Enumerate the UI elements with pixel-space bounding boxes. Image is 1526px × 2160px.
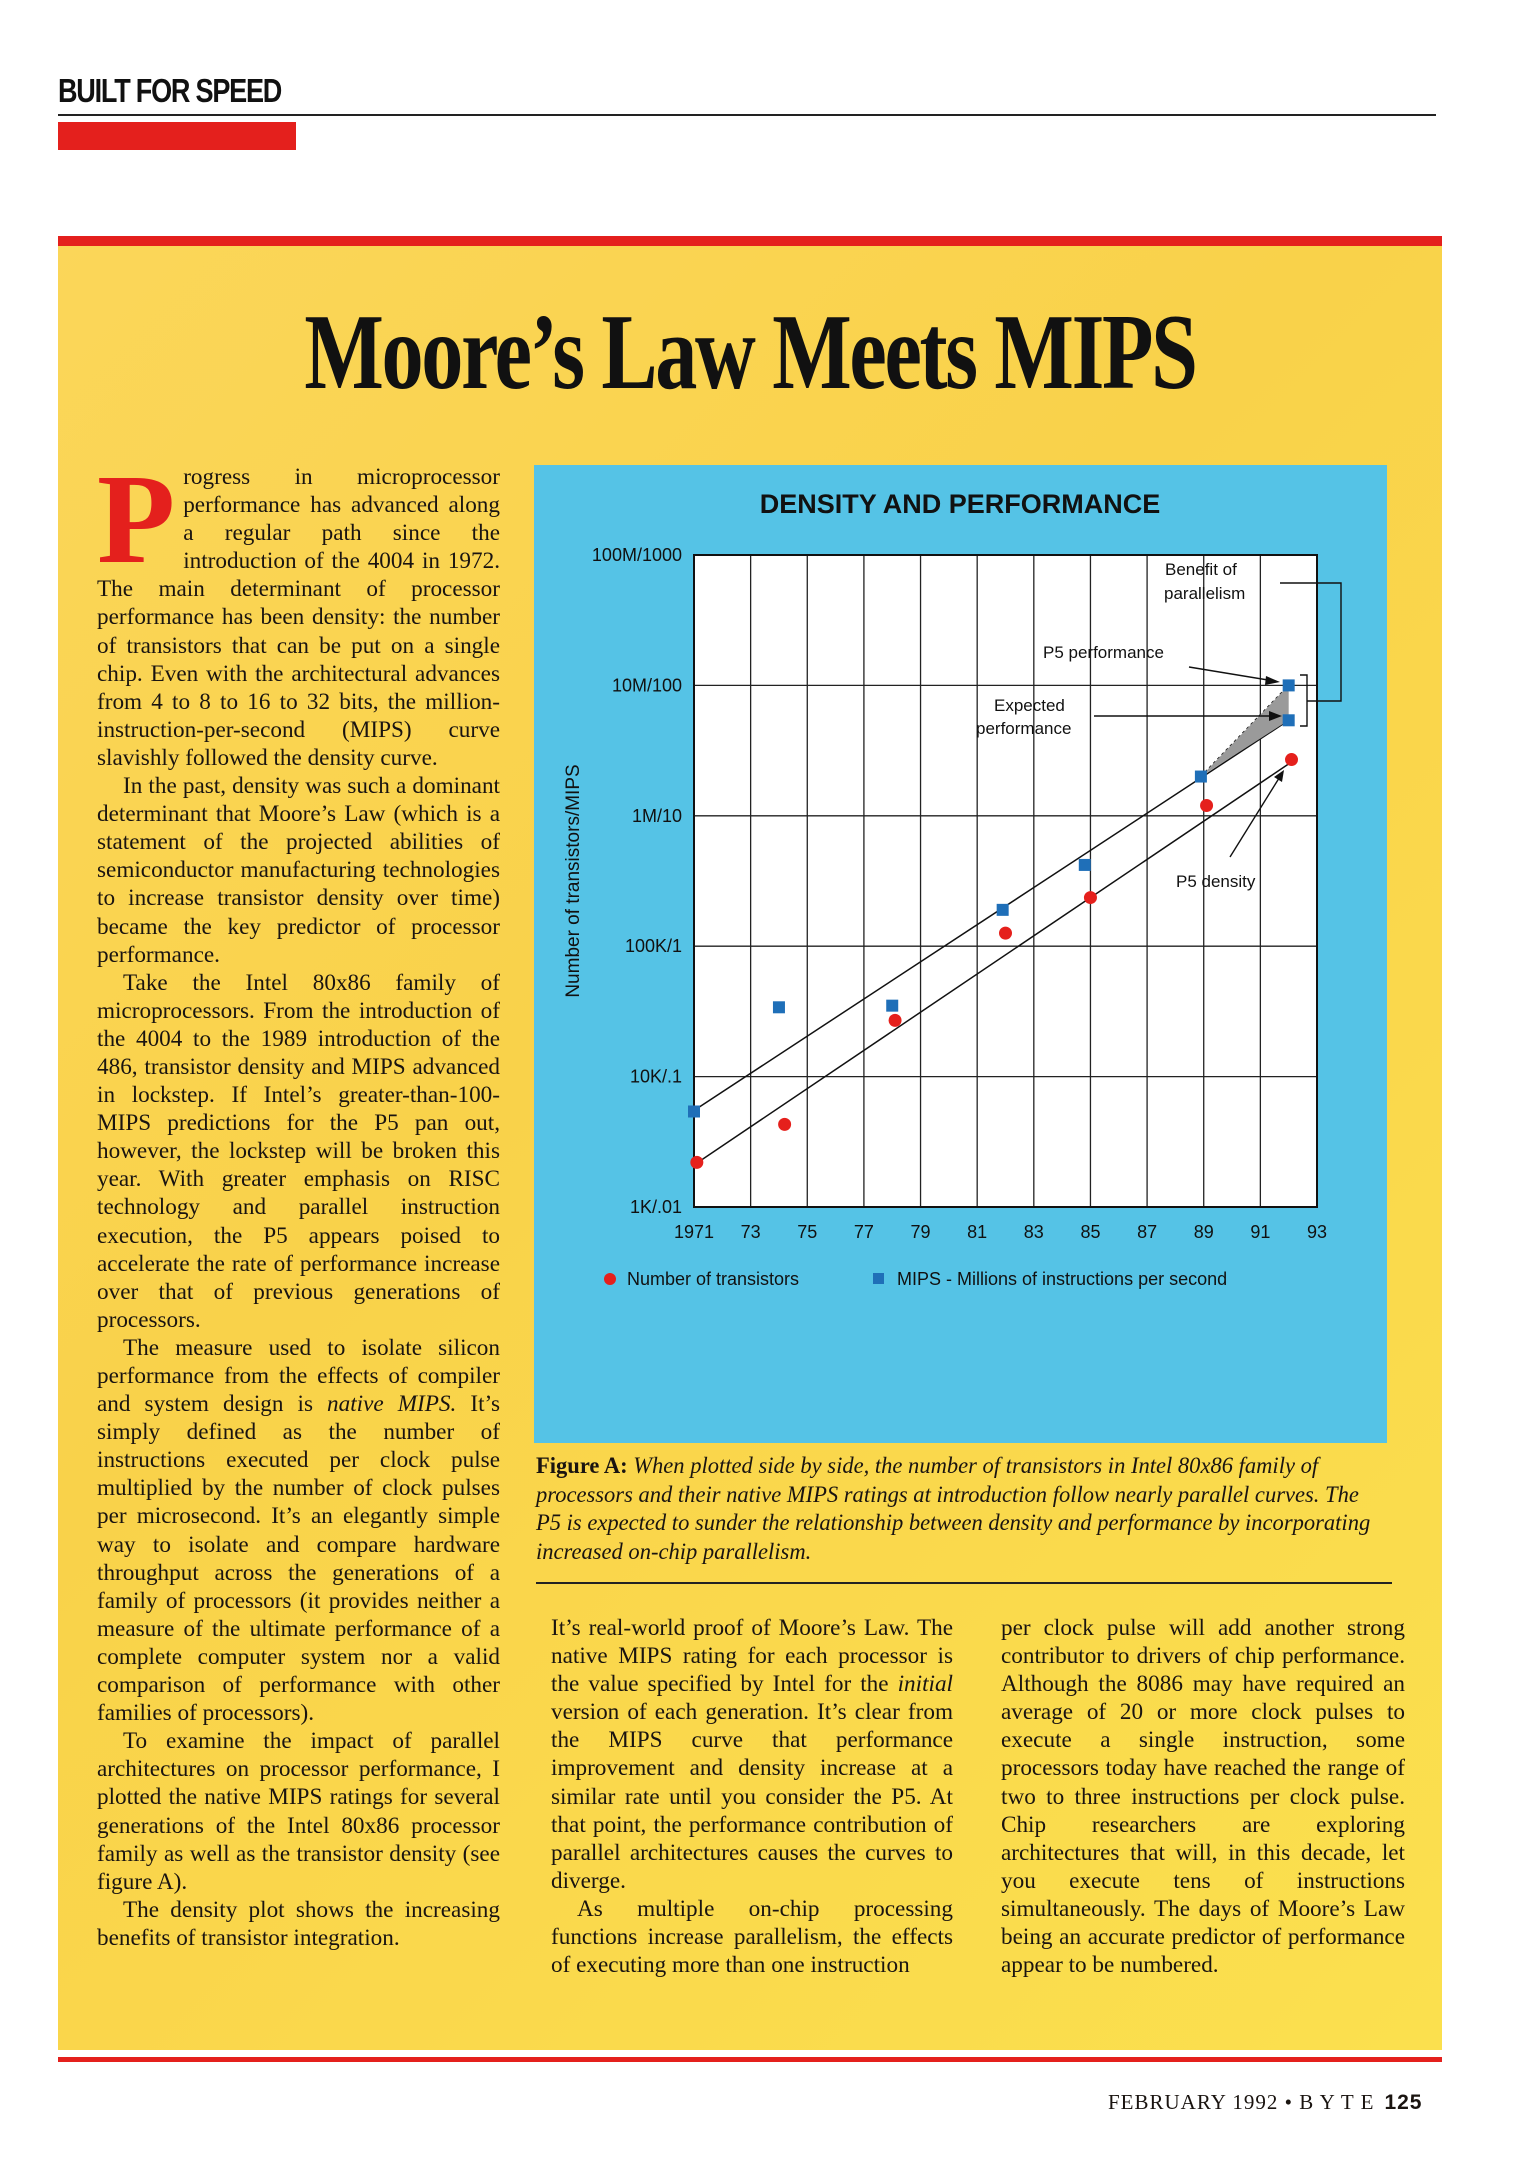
mips-point bbox=[1194, 770, 1207, 783]
mips-point bbox=[1282, 679, 1295, 692]
text-column-2: It’s real-world proof of Moore’s Law. Th… bbox=[551, 1614, 953, 1979]
arrowhead-icon bbox=[1265, 676, 1280, 685]
paragraph: It’s real-world proof of Moore’s Law. Th… bbox=[551, 1614, 953, 1895]
transistor-point bbox=[1200, 798, 1214, 812]
caption-text: When plotted side by side, the number of… bbox=[536, 1453, 1371, 1564]
x-tick-label: 91 bbox=[1250, 1222, 1270, 1242]
y-tick-label: 1M/10 bbox=[632, 806, 682, 826]
paragraph-text: It’s real-world proof of Moore’s Law. Th… bbox=[551, 1615, 953, 1698]
legend-square-icon bbox=[873, 1273, 884, 1284]
page-footer: FEBRUARY 1992 • B Y T E 125 bbox=[1108, 2090, 1423, 2115]
x-tick-label: 87 bbox=[1137, 1222, 1157, 1242]
y-tick-label: 1K/.01 bbox=[630, 1197, 682, 1217]
caption-label: Figure A: bbox=[536, 1453, 628, 1478]
emphasis: initial bbox=[897, 1671, 953, 1698]
mips-point bbox=[688, 1105, 700, 1118]
x-tick-label: 73 bbox=[741, 1222, 761, 1242]
annotation-expected-line2: performance bbox=[976, 719, 1071, 738]
legend-mips: MIPS - Millions of instructions per seco… bbox=[897, 1269, 1227, 1289]
article-title: Moore’s Law Meets MIPS bbox=[304, 293, 1198, 412]
mips-point bbox=[1282, 714, 1295, 727]
text-column-3: per clock pulse will add another strong … bbox=[1001, 1614, 1405, 1979]
x-tick-label: 1971 bbox=[674, 1222, 714, 1242]
figure-caption: Figure A: When plotted side by side, the… bbox=[536, 1452, 1377, 1566]
paragraph: In the past, density was such a dominant… bbox=[97, 773, 500, 968]
arrowhead-icon bbox=[1269, 711, 1282, 721]
x-tick-label: 89 bbox=[1194, 1222, 1214, 1242]
annotation-expected-line1: Expected bbox=[994, 696, 1065, 715]
annotation-p5-density: P5 density bbox=[1176, 872, 1256, 891]
chart-panel: DENSITY AND PERFORMANCE 1971 73 75 77 79 81 83… bbox=[534, 465, 1387, 1443]
mips-point bbox=[1078, 858, 1091, 871]
paragraph-text: version of each generation. It’s clear f… bbox=[551, 1699, 953, 1894]
y-axis-label: Number of transistors/MIPS bbox=[563, 764, 584, 997]
mips-point bbox=[886, 999, 899, 1012]
issue-info: FEBRUARY 1992 • B Y T E bbox=[1108, 2090, 1375, 2114]
mips-point bbox=[772, 1001, 785, 1014]
drop-cap: P bbox=[97, 448, 176, 590]
transistor-point bbox=[1285, 753, 1299, 767]
mips-point bbox=[996, 903, 1009, 916]
annotation-benefit-line2: parallelism bbox=[1164, 584, 1245, 603]
annotation-lines bbox=[1094, 582, 1342, 858]
paragraph: The measure used to isolate silicon perf… bbox=[97, 1334, 500, 1727]
transistor-point bbox=[1083, 891, 1097, 905]
transistor-point bbox=[690, 1155, 704, 1169]
x-tick-label: 85 bbox=[1080, 1222, 1100, 1242]
x-tick-label: 79 bbox=[911, 1222, 931, 1242]
page-number: 125 bbox=[1384, 2091, 1423, 2114]
emphasis: native MIPS. bbox=[327, 1391, 457, 1418]
p5-density-arrow bbox=[1229, 774, 1282, 858]
paragraph-text: It’s simply defined as the number of ins… bbox=[97, 1391, 501, 1727]
chart-title: DENSITY AND PERFORMANCE bbox=[760, 489, 1161, 519]
p5-performance-arrow bbox=[1188, 666, 1275, 682]
x-tick-label: 83 bbox=[1024, 1222, 1044, 1242]
x-tick-label: 93 bbox=[1307, 1222, 1327, 1242]
y-tick-label: 10M/100 bbox=[612, 675, 682, 695]
arrowhead-icon bbox=[1274, 770, 1284, 782]
legend-circle-icon bbox=[604, 1273, 616, 1285]
plot-area bbox=[694, 555, 1317, 1207]
header-rule bbox=[58, 114, 1436, 116]
x-tick-label: 77 bbox=[854, 1222, 874, 1242]
paragraph: The density plot shows the increasing be… bbox=[97, 1896, 500, 1951]
transistor-trend-line bbox=[693, 763, 1290, 1166]
paragraph: Take the Intel 80x86 family of microproc… bbox=[97, 969, 500, 1333]
p5-bracket bbox=[1300, 674, 1308, 727]
sidebar-bottom-rule bbox=[58, 2057, 1442, 2062]
transistor-point bbox=[778, 1117, 792, 1131]
paragraph-text: The measure used to isolate silicon perf… bbox=[97, 1334, 500, 1418]
y-tick-label: 100K/1 bbox=[625, 936, 682, 956]
annotation-benefit-line1: Benefit of bbox=[1165, 560, 1237, 579]
sidebar-top-rule bbox=[58, 236, 1442, 246]
section-color-tab bbox=[58, 122, 296, 150]
legend-transistors: Number of transistors bbox=[627, 1269, 799, 1289]
transistor-point bbox=[888, 1013, 902, 1027]
x-tick-label: 81 bbox=[967, 1222, 987, 1242]
annotation-p5-performance: P5 performance bbox=[1043, 643, 1164, 662]
legend: Number of transistors MIPS - Millions of… bbox=[604, 1269, 1227, 1289]
benefit-bracket bbox=[1280, 582, 1342, 702]
y-tick-label: 100M/1000 bbox=[592, 545, 682, 565]
paragraph-text: rogress in microprocessor performance ha… bbox=[97, 464, 500, 771]
plot-border bbox=[693, 554, 1318, 1208]
parallelism-benefit-wedge bbox=[1200, 685, 1289, 777]
paragraph: As multiple on-chip processing functions… bbox=[551, 1895, 953, 1979]
y-tick-label: 10K/.1 bbox=[630, 1067, 682, 1087]
density-performance-chart: DENSITY AND PERFORMANCE 1971 73 75 77 79 81 83… bbox=[563, 489, 1342, 1289]
transistor-point bbox=[999, 926, 1012, 940]
arrowheads bbox=[1265, 676, 1284, 782]
x-tick-label: 75 bbox=[797, 1222, 817, 1242]
mips-trend-line bbox=[693, 719, 1290, 1112]
paragraph: per clock pulse will add another strong … bbox=[1001, 1615, 1405, 1979]
section-label: BUILT FOR SPEED bbox=[58, 72, 282, 109]
paragraph: To examine the impact of parallel archit… bbox=[97, 1728, 500, 1895]
caption-rule bbox=[536, 1582, 1392, 1584]
